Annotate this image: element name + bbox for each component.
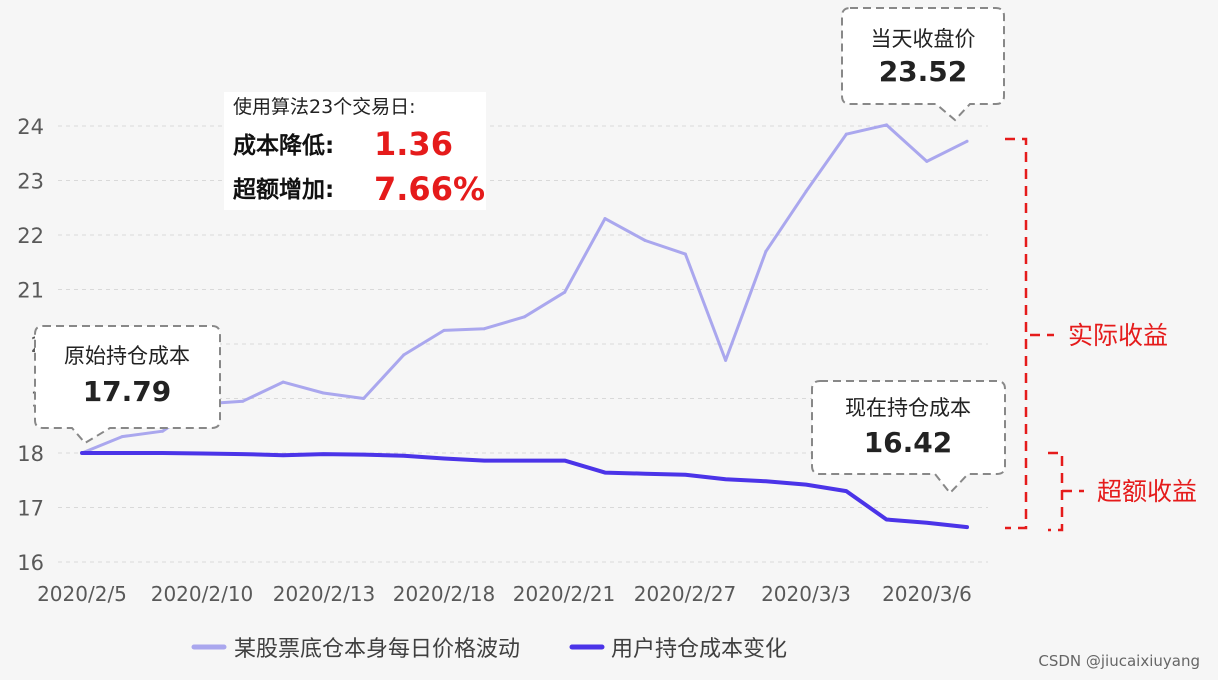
excess-return-label: 超额收益 [1097,477,1197,506]
cost-point [321,452,325,456]
current-cost-callout: 现在持仓成本 16.42 [811,380,1006,495]
price-point [965,139,969,143]
price-point [764,249,768,253]
legend-item-price[interactable]: 某股票底仓本身每日价格波动 [191,637,520,662]
cost-point [160,451,164,455]
x-tick-label: 2020/2/18 [393,582,496,606]
cost-point [281,453,285,457]
price-point [603,217,607,221]
price-point [160,429,164,433]
series [80,123,969,530]
excess-increase-label: 超额增加: [233,176,334,203]
cost-point [402,454,406,458]
cost-point [241,452,245,456]
cost-reduction-value: 1.36 [374,125,453,163]
cost-point [362,453,366,457]
price-point [362,397,366,400]
price-point [804,189,808,193]
cost-point [925,521,929,525]
price-point [563,290,567,294]
y-tick-label: 16 [17,551,44,575]
price-point [442,328,446,332]
x-tick-label: 2020/3/3 [761,582,851,606]
legend-label-price: 某股票底仓本身每日价格波动 [234,637,520,662]
original-cost-label: 原始持仓成本 [64,344,190,368]
price-point [120,435,124,439]
price-point [321,391,325,395]
price-point [523,315,526,319]
cost-point [482,459,486,463]
current-cost-value: 16.42 [864,426,953,459]
y-tick-label: 17 [17,497,44,521]
original-cost-value: 17.79 [83,375,172,408]
cost-point [643,472,647,476]
price-point [281,380,285,384]
x-tick-label: 2020/2/21 [513,582,616,606]
close-price-value: 23.52 [879,55,968,88]
cost-point [80,451,84,455]
current-cost-label: 现在持仓成本 [845,396,971,420]
price-point [885,123,889,127]
cost-point [120,451,124,455]
legend-label-cost: 用户持仓成本变化 [611,637,787,662]
x-tick-label: 2020/2/10 [151,582,254,606]
cost-point [764,479,768,483]
algo-title: 使用算法23个交易日: [233,96,416,118]
cost-reduction-label: 成本降低: [233,133,334,159]
cost-point [885,517,889,521]
x-tick-label: 2020/2/5 [37,582,127,606]
close-price-label: 当天收盘价 [871,27,976,51]
price-point [482,327,486,331]
cost-point [563,459,567,463]
x-axis-ticks: 2020/2/5 2020/2/10 2020/2/13 2020/2/18 2020/… [37,582,972,606]
watermark: CSDN @jiucaixiuyang [1038,652,1200,670]
x-tick-label: 2020/3/6 [882,582,972,606]
y-tick-label: 24 [17,115,44,139]
price-point [844,132,848,136]
price-point [643,238,647,242]
algorithm-summary: 使用算法23个交易日: 成本降低: 1.36 超额增加: 7.66% [224,92,486,210]
close-price-callout: 当天收盘价 23.52 [841,7,1005,122]
cost-point [201,452,205,456]
cost-point [603,471,607,475]
excess-return-bracket: 超额收益 [1048,451,1197,532]
cost-point [523,459,526,463]
price-point [724,358,728,362]
price-point [925,159,929,163]
original-cost-callout: 原始持仓成本 17.79 [34,325,221,445]
legend: 某股票底仓本身每日价格波动 用户持仓成本变化 [191,637,787,662]
excess-increase-value: 7.66% [374,170,485,208]
cost-point [724,477,728,481]
cost-point [965,525,969,529]
y-tick-label: 18 [17,442,44,466]
x-tick-label: 2020/2/13 [273,582,376,606]
y-tick-label: 23 [17,170,44,194]
legend-item-cost[interactable]: 用户持仓成本变化 [569,637,787,662]
x-tick-label: 2020/2/27 [634,582,737,606]
y-tick-label: 21 [17,279,44,303]
price-point [402,353,406,357]
price-point [683,252,687,256]
cost-point [844,489,848,493]
actual-return-bracket: 实际收益 [1005,137,1168,530]
cost-point [804,483,808,487]
y-tick-label: 22 [17,224,44,248]
actual-return-label: 实际收益 [1068,321,1168,350]
cost-point [683,473,687,477]
price-point [241,399,245,403]
cost-point [442,456,446,460]
